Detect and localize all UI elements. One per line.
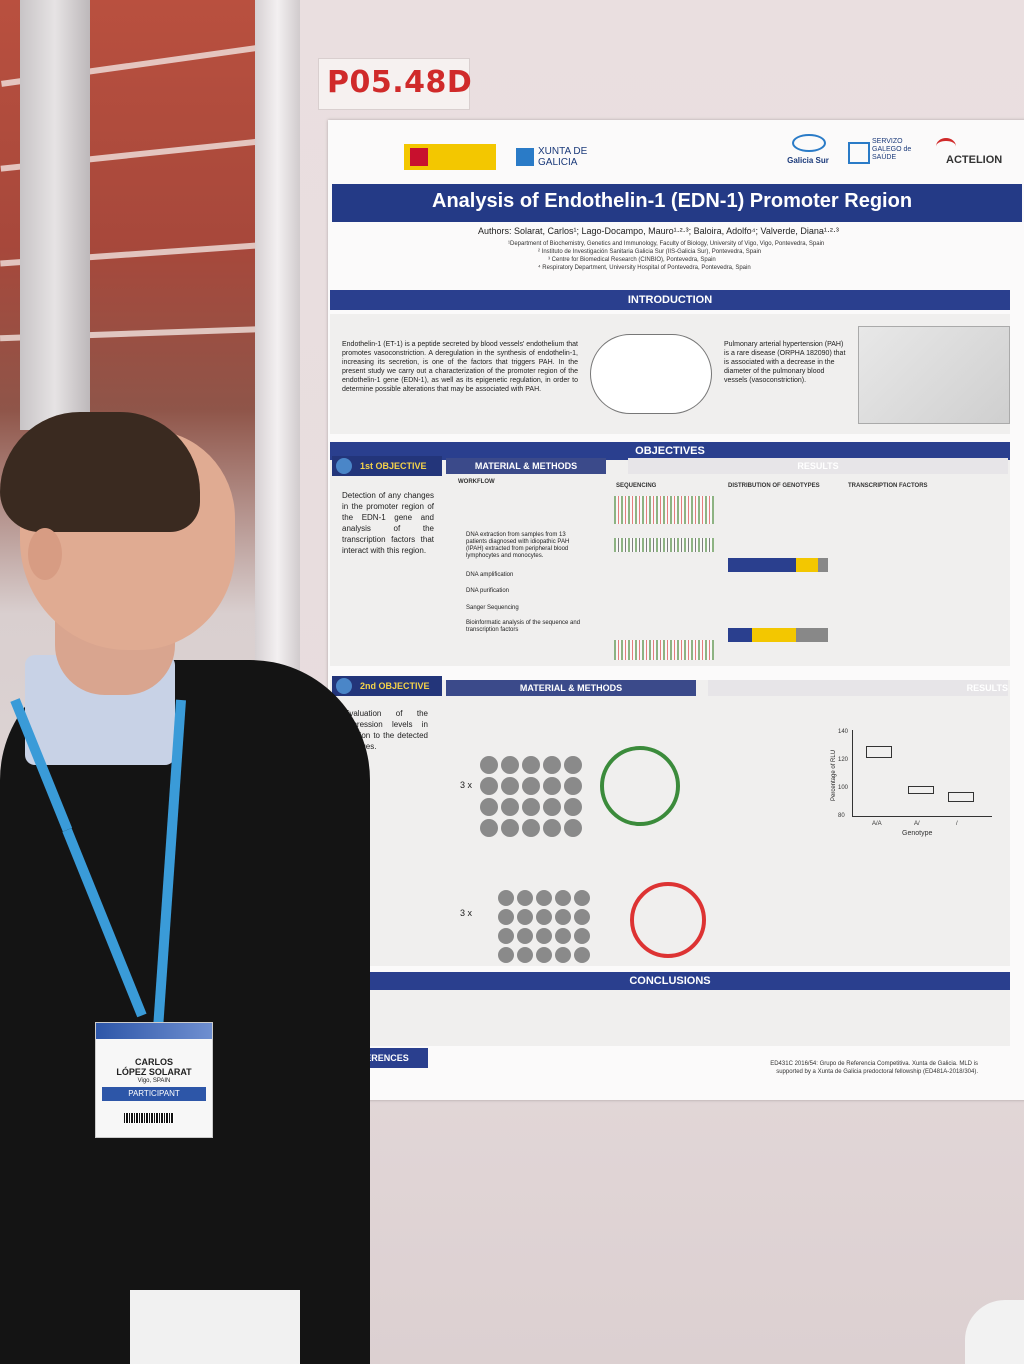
objective1-label: 1st OBJECTIVE: [360, 461, 427, 471]
chart-tick: 120: [838, 757, 849, 763]
badge-header: [96, 1023, 212, 1039]
chart-category: /: [956, 821, 958, 827]
objective1-text: Detection of any changes in the promoter…: [342, 491, 434, 555]
introduction-text: Endothelin-1 (ET-1) is a peptide secrete…: [342, 341, 578, 393]
xunta-icon: [516, 148, 534, 166]
actelion-text: ACTELION: [946, 154, 1003, 166]
well-plate: [480, 756, 582, 837]
person-sweater: [0, 660, 370, 1364]
badge-role: PARTICIPANT: [102, 1087, 206, 1101]
badge-barcode: [124, 1113, 174, 1123]
objective2-label: 2nd OBJECTIVE: [360, 681, 430, 691]
materials-heading-1: MATERIAL & METHODS: [446, 458, 606, 474]
shirt-sleeve: [130, 1290, 300, 1364]
endothelial-cell-diagram: [590, 334, 712, 414]
badge-city: Vigo, SPAIN: [137, 1078, 171, 1084]
chart-tick: 140: [838, 729, 849, 735]
box-aa: [866, 746, 892, 758]
results-heading-2: RESULTS: [708, 680, 1008, 696]
chart-ylabel: Percentage of RLU: [831, 749, 837, 801]
box-b: [948, 792, 974, 802]
workflow-step: Bioinformatic analysis of the sequence a…: [466, 620, 581, 633]
chart-category: A/: [914, 821, 920, 827]
conclusions-heading: CONCLUSIONS: [330, 972, 1010, 990]
name-badge: CARLOS LÓPEZ SOLARAT Vigo, SPAIN PARTICI…: [95, 1022, 213, 1138]
target-icon: [336, 458, 352, 474]
affiliation: ² Instituto de Investigación Sanitaria G…: [538, 249, 762, 255]
scientific-poster: XUNTA DE GALICIA Galicia Sur SERVIZO GAL…: [328, 120, 1024, 1100]
expression-boxplot: Percentage of RLU 140 120 100 80 A/A A/ …: [808, 726, 1008, 846]
introduction-heading: INTRODUCTION: [330, 290, 1010, 310]
materials-heading-2: MATERIAL & METHODS: [446, 680, 696, 696]
poster-title-band: Analysis of Endothelin-1 (EDN-1) Promote…: [332, 184, 1022, 222]
results-heading-1: RESULTS: [628, 458, 1008, 474]
chart-x-axis: [852, 816, 992, 817]
wave-icon: [792, 134, 826, 152]
spain-flag-icon: [410, 148, 428, 166]
workflow-step: DNA extraction from samples from 13 pati…: [466, 532, 570, 559]
xunta-logo: XUNTA DE GALICIA: [516, 146, 596, 170]
affiliation: ⁴ Respiratory Department, University Hos…: [538, 265, 751, 271]
affiliation: ¹Department of Biochemistry, Genetics an…: [508, 241, 825, 247]
funding-text: ED431C 2016/54: Grupo de Referencia Comp…: [770, 1061, 978, 1075]
badge-last-name: LÓPEZ SOLARAT: [116, 1067, 192, 1077]
person-hair: [0, 412, 200, 532]
galicia-sur-text: Galicia Sur: [787, 156, 829, 165]
sequencing-label: SEQUENCING: [616, 483, 657, 489]
chart-tick: 100: [838, 785, 849, 791]
objective2-tag: 2nd OBJECTIVE: [332, 676, 442, 696]
poster-code-label: P05.48D: [318, 58, 473, 110]
poster-code: P05.48D: [327, 65, 473, 100]
chromatogram: [614, 496, 714, 524]
cross-icon: [848, 142, 870, 164]
galicia-sur-logo: Galicia Sur: [778, 134, 838, 170]
affiliation: ³ Centre for Biomedical Research (CINBIO…: [548, 257, 716, 263]
chart-y-axis: [852, 730, 853, 816]
chart-tick: 80: [838, 813, 845, 819]
arc-icon: [936, 138, 956, 155]
vessel-illustration: [858, 326, 1010, 424]
chart-category: A/A: [872, 821, 882, 827]
conclusions-panel: [330, 990, 1010, 1046]
xunta-text: XUNTA DE GALICIA: [538, 146, 588, 168]
spain-government-logo: [404, 144, 496, 170]
plate-multiplier: 3 x: [460, 908, 473, 918]
genotype-distribution-bar: [728, 558, 828, 572]
person-ear: [28, 528, 62, 580]
poster-title: Analysis of Endothelin-1 (EDN-1) Promote…: [432, 190, 913, 212]
objective1-tag: 1st OBJECTIVE: [332, 456, 442, 476]
objective1-panel: [330, 460, 1010, 666]
sergas-text: SERVIZO GALEGO de SAÚDE: [872, 138, 912, 161]
authors: Authors: Solarat, Carlos¹; Lago-Docampo,…: [478, 226, 839, 236]
plasmid-vector-diagram: [600, 746, 680, 826]
workflow-step: DNA purification: [466, 588, 510, 594]
distribution-label: DISTRIBUTION OF GENOTYPES: [728, 483, 820, 489]
plate-multiplier: 3 x: [460, 780, 473, 790]
chromatogram: [614, 538, 714, 552]
workflow-step: Sanger Sequencing: [466, 605, 519, 611]
badge-first-name: CARLOS: [135, 1057, 173, 1067]
plasmid-vector-diagram: [630, 882, 706, 958]
actelion-logo: ACTELION: [932, 138, 1012, 168]
pah-text: Pulmonary arterial hypertension (PAH) is…: [724, 341, 846, 384]
well-plate: [498, 890, 590, 963]
transcription-label: TRANSCRIPTION FACTORS: [848, 483, 928, 489]
chromatogram: [614, 640, 714, 660]
target-icon: [336, 678, 352, 694]
box-a: [908, 786, 934, 794]
chart-xlabel: Genotype: [902, 830, 933, 837]
hall-pillar: [20, 0, 90, 430]
workflow-label: WORKFLOW: [458, 479, 495, 485]
workflow-step: DNA amplification: [466, 572, 514, 578]
genotype-distribution-bar: [728, 628, 828, 642]
sergas-logo: SERVIZO GALEGO de SAÚDE: [848, 138, 918, 168]
objectives-heading: OBJECTIVES: [330, 442, 1010, 460]
